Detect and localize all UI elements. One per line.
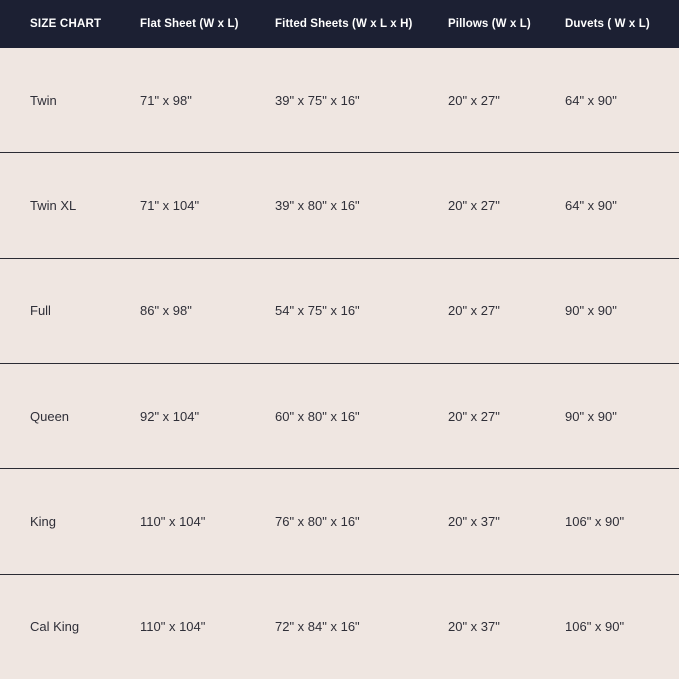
table-header-row: SIZE CHART Flat Sheet (W x L) Fitted She… bbox=[0, 0, 679, 48]
cell-pillows: 20" x 27" bbox=[448, 303, 500, 319]
cell-duvets: 106" x 90" bbox=[565, 513, 625, 529]
cell-flat-sheet: 110" x 104" bbox=[140, 513, 206, 529]
table-row: Twin 71" x 98" 39" x 75" x 16" 20" x 27"… bbox=[0, 48, 679, 154]
column-header-size-chart: SIZE CHART bbox=[30, 18, 102, 30]
cell-pillows: 20" x 27" bbox=[448, 92, 500, 108]
cell-flat-sheet: 71" x 104" bbox=[140, 197, 200, 213]
column-header-flat-sheet: Flat Sheet (W x L) bbox=[140, 18, 239, 30]
table-body: Twin 71" x 98" 39" x 75" x 16" 20" x 27"… bbox=[0, 48, 679, 679]
cell-pillows: 20" x 27" bbox=[448, 197, 500, 213]
cell-duvets: 90" x 90" bbox=[565, 408, 617, 424]
cell-size: Twin XL bbox=[30, 197, 77, 213]
cell-pillows: 20" x 27" bbox=[448, 408, 500, 424]
table-row: Queen 92" x 104" 60" x 80" x 16" 20" x 2… bbox=[0, 363, 679, 470]
column-header-duvets: Duvets ( W x L) bbox=[565, 18, 650, 30]
column-header-pillows: Pillows (W x L) bbox=[448, 18, 531, 30]
table-row: Cal King 110" x 104" 72" x 84" x 16" 20"… bbox=[0, 574, 679, 679]
cell-duvets: 64" x 90" bbox=[565, 92, 617, 108]
cell-duvets: 106" x 90" bbox=[565, 619, 625, 635]
column-header-fitted-sheets: Fitted Sheets (W x L x H) bbox=[275, 18, 413, 30]
cell-pillows: 20" x 37" bbox=[448, 513, 500, 529]
cell-flat-sheet: 110" x 104" bbox=[140, 619, 206, 635]
cell-flat-sheet: 86" x 98" bbox=[140, 303, 192, 319]
cell-fitted-sheet: 76" x 80" x 16" bbox=[275, 513, 360, 529]
cell-fitted-sheet: 54" x 75" x 16" bbox=[275, 303, 360, 319]
cell-duvets: 64" x 90" bbox=[565, 197, 617, 213]
table-row: Twin XL 71" x 104" 39" x 80" x 16" 20" x… bbox=[0, 153, 679, 259]
cell-size: Queen bbox=[30, 408, 70, 424]
cell-fitted-sheet: 39" x 75" x 16" bbox=[275, 92, 360, 108]
cell-flat-sheet: 92" x 104" bbox=[140, 408, 200, 424]
cell-size: King bbox=[30, 513, 57, 529]
cell-size: Cal King bbox=[30, 619, 80, 635]
table-row: Full 86" x 98" 54" x 75" x 16" 20" x 27"… bbox=[0, 258, 679, 364]
cell-flat-sheet: 71" x 98" bbox=[140, 92, 192, 108]
cell-duvets: 90" x 90" bbox=[565, 303, 617, 319]
cell-fitted-sheet: 39" x 80" x 16" bbox=[275, 197, 360, 213]
cell-size: Twin bbox=[30, 92, 57, 108]
cell-pillows: 20" x 37" bbox=[448, 619, 500, 635]
cell-size: Full bbox=[30, 303, 51, 319]
table-row: King 110" x 104" 76" x 80" x 16" 20" x 3… bbox=[0, 469, 679, 575]
cell-fitted-sheet: 72" x 84" x 16" bbox=[275, 619, 360, 635]
cell-fitted-sheet: 60" x 80" x 16" bbox=[275, 408, 360, 424]
